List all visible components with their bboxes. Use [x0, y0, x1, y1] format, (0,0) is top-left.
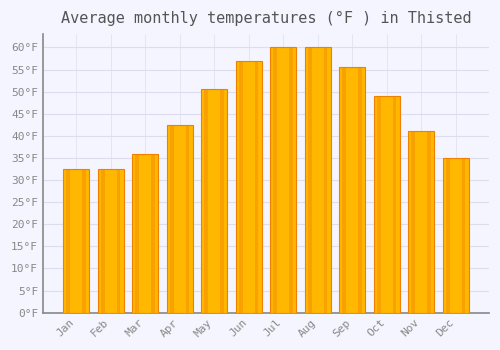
- Bar: [462, 158, 466, 313]
- Bar: [220, 90, 224, 313]
- Bar: [392, 96, 396, 313]
- Bar: [136, 154, 140, 313]
- Bar: [442, 158, 468, 313]
- Bar: [254, 61, 258, 313]
- Bar: [374, 96, 400, 313]
- Bar: [166, 125, 192, 313]
- Bar: [446, 158, 450, 313]
- Bar: [151, 154, 155, 313]
- Bar: [289, 48, 293, 313]
- Bar: [132, 154, 158, 313]
- Bar: [98, 169, 124, 313]
- Bar: [101, 169, 105, 313]
- Title: Average monthly temperatures (°F ) in Thisted: Average monthly temperatures (°F ) in Th…: [60, 11, 471, 26]
- Bar: [412, 132, 416, 313]
- Bar: [201, 90, 227, 313]
- Bar: [236, 61, 262, 313]
- Bar: [186, 125, 190, 313]
- Bar: [427, 132, 431, 313]
- Bar: [239, 61, 243, 313]
- Bar: [304, 48, 330, 313]
- Bar: [408, 132, 434, 313]
- Bar: [339, 68, 365, 313]
- Bar: [308, 48, 312, 313]
- Bar: [377, 96, 381, 313]
- Bar: [66, 169, 70, 313]
- Bar: [63, 169, 89, 313]
- Bar: [274, 48, 278, 313]
- Bar: [270, 48, 296, 313]
- Bar: [170, 125, 174, 313]
- Bar: [358, 68, 362, 313]
- Bar: [324, 48, 328, 313]
- Bar: [82, 169, 86, 313]
- Bar: [342, 68, 346, 313]
- Bar: [204, 90, 208, 313]
- Bar: [116, 169, 120, 313]
